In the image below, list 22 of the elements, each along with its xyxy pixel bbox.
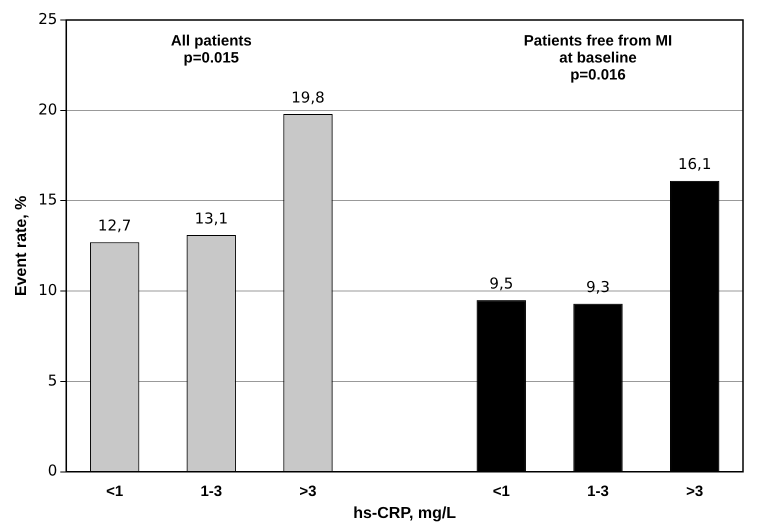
- x-tick-label: >3: [299, 482, 317, 500]
- x-axis-title: hs-CRP, mg/L: [353, 504, 456, 522]
- annotation: All patients p=0.015: [170, 32, 252, 67]
- annotation: Patients free from MI at baseline p=0.016: [524, 32, 672, 84]
- x-tick-label: >3: [686, 482, 704, 500]
- x-tick-label: 1-3: [200, 482, 222, 500]
- y-tick-label: 10: [38, 280, 58, 299]
- x-tick-label: 1-3: [587, 482, 609, 500]
- y-tick-label: 15: [38, 190, 58, 209]
- data-label: 9,3: [586, 278, 610, 296]
- y-tick-label: 0: [48, 462, 58, 480]
- y-tick-label: 20: [38, 100, 58, 118]
- data-label: 13,1: [194, 209, 228, 228]
- data-label: 9,5: [489, 274, 514, 293]
- x-tick-label: <1: [106, 482, 124, 500]
- y-tick-label: 25: [38, 10, 58, 28]
- data-label: 19,8: [291, 88, 325, 106]
- data-label: 16,1: [678, 155, 712, 174]
- y-axis-title: Event rate, %: [13, 196, 30, 296]
- y-tick-label: 5: [48, 371, 58, 390]
- x-tick-label: <1: [492, 482, 510, 500]
- data-label: 12,7: [98, 216, 132, 235]
